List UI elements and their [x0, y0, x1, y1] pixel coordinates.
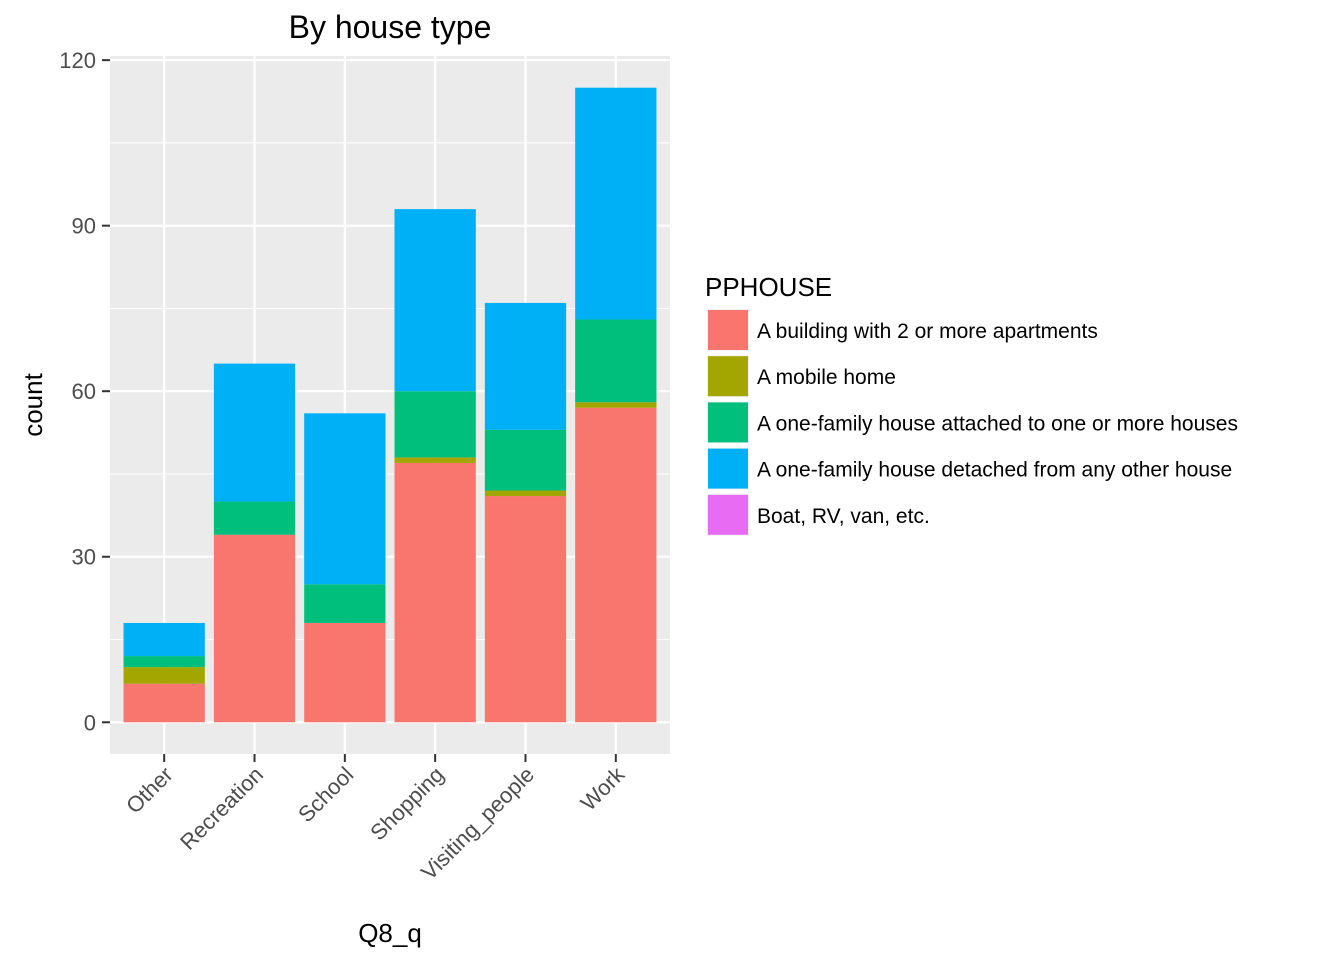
legend-label: A one-family house attached to one or mo… — [757, 412, 1238, 435]
legend-title: PPHOUSE — [705, 272, 832, 302]
legend-swatch — [708, 494, 748, 535]
bar-segment — [394, 462, 476, 723]
bar-segment — [213, 363, 296, 502]
x-tick-label: Work — [576, 761, 630, 815]
y-tick-label: 30 — [72, 545, 96, 570]
bar-segment — [575, 402, 657, 408]
legend-items: A building with 2 or more apartments A mo… — [707, 309, 1238, 536]
legend-swatch — [708, 402, 748, 443]
x-tick-label: Other — [121, 762, 178, 819]
legend-swatch — [708, 310, 748, 350]
legend-label: A building with 2 or more apartments — [757, 320, 1098, 343]
legend: PPHOUSE A building with 2 or more apartm… — [705, 272, 1238, 536]
x-tick-label: Shopping — [365, 762, 448, 845]
bar-segment — [484, 496, 567, 723]
bar-segment — [575, 407, 657, 723]
legend-label: A mobile home — [757, 366, 896, 389]
legend-swatch — [708, 448, 748, 489]
x-axis-title: Q8_q — [358, 918, 422, 948]
bars — [123, 87, 657, 723]
y-tick-label: 90 — [72, 214, 96, 239]
legend-swatch — [708, 356, 748, 397]
y-axis-title: count — [18, 372, 48, 436]
bar-segment — [213, 501, 296, 535]
bar-segment — [394, 209, 476, 392]
legend-label: Boat, RV, van, etc. — [757, 505, 930, 528]
bar-segment — [484, 429, 567, 491]
bar-segment — [484, 490, 567, 497]
bar-segment — [394, 391, 476, 458]
bar-segment — [123, 667, 205, 684]
bar-segment — [304, 413, 386, 585]
bar-segment — [304, 584, 386, 623]
bar-segment — [123, 683, 205, 723]
bar-segment — [123, 622, 205, 657]
x-tick-label: Recreation — [175, 762, 268, 855]
y-tick-label: 120 — [59, 48, 96, 73]
bar-segment — [123, 656, 205, 668]
bar-segment — [484, 302, 567, 430]
legend-label: A one-family house detached from any oth… — [757, 459, 1232, 482]
y-tick-label: 0 — [84, 710, 96, 735]
chart-title: By house type — [289, 9, 492, 45]
y-tick-label: 60 — [72, 379, 96, 404]
bar-segment — [304, 622, 386, 723]
bar-segment — [575, 319, 657, 403]
y-axis: 0 30 60 90 120 — [59, 48, 110, 735]
bar-segment — [394, 457, 476, 463]
x-tick-label: School — [293, 762, 358, 827]
bar-segment — [213, 534, 296, 723]
bar-segment — [575, 87, 657, 320]
